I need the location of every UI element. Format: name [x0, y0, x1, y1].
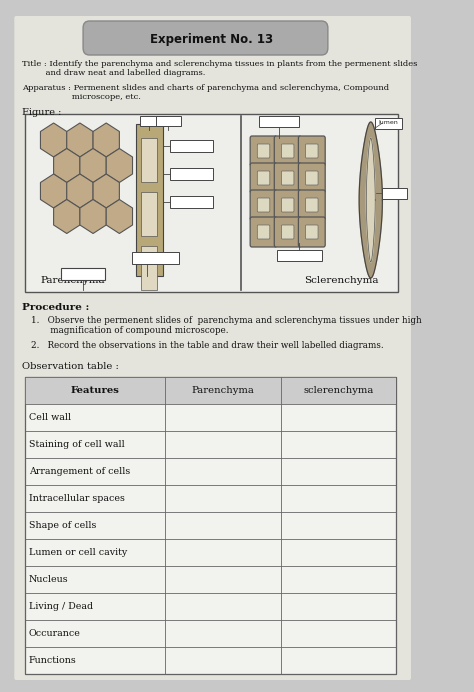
Text: Apparatus : Permenent slides and charts of parenchyma and sclerenchyma, Compound: Apparatus : Permenent slides and charts … — [22, 84, 390, 101]
FancyBboxPatch shape — [282, 225, 294, 239]
FancyBboxPatch shape — [306, 225, 318, 239]
FancyBboxPatch shape — [299, 163, 325, 193]
Bar — [132, 252, 179, 264]
Bar — [277, 250, 322, 261]
Polygon shape — [106, 149, 133, 183]
Polygon shape — [80, 199, 106, 233]
Bar — [25, 114, 399, 292]
Polygon shape — [93, 123, 119, 157]
Bar — [25, 377, 396, 404]
Bar — [140, 116, 165, 126]
FancyBboxPatch shape — [306, 198, 318, 212]
FancyBboxPatch shape — [299, 217, 325, 247]
Text: Sclerenchyma: Sclerenchyma — [304, 276, 378, 285]
Polygon shape — [40, 174, 67, 208]
FancyBboxPatch shape — [299, 190, 325, 220]
FancyBboxPatch shape — [250, 190, 277, 220]
Bar — [141, 246, 157, 290]
Bar — [156, 116, 182, 126]
FancyBboxPatch shape — [83, 21, 328, 55]
FancyBboxPatch shape — [274, 217, 301, 247]
FancyBboxPatch shape — [274, 136, 301, 166]
FancyBboxPatch shape — [250, 163, 277, 193]
Text: Experiment No. 13: Experiment No. 13 — [150, 33, 273, 46]
Polygon shape — [67, 123, 93, 157]
Text: Shape of cells: Shape of cells — [28, 521, 96, 530]
Text: sclerenchyma: sclerenchyma — [303, 386, 374, 395]
Text: Cell wall: Cell wall — [28, 413, 71, 422]
Text: Living / Dead: Living / Dead — [28, 602, 93, 611]
FancyBboxPatch shape — [257, 225, 270, 239]
Polygon shape — [67, 174, 93, 208]
FancyBboxPatch shape — [274, 190, 301, 220]
Text: Observation table :: Observation table : — [22, 362, 119, 371]
Text: Procedure :: Procedure : — [22, 303, 90, 312]
FancyBboxPatch shape — [257, 198, 270, 212]
FancyBboxPatch shape — [250, 136, 277, 166]
Polygon shape — [93, 174, 119, 208]
Text: Parenchyma: Parenchyma — [40, 276, 105, 285]
Text: Lumen or cell cavity: Lumen or cell cavity — [28, 548, 127, 557]
Polygon shape — [366, 138, 375, 262]
Bar — [259, 116, 299, 127]
FancyBboxPatch shape — [282, 171, 294, 185]
FancyBboxPatch shape — [299, 136, 325, 166]
FancyBboxPatch shape — [257, 171, 270, 185]
Text: Nucleus: Nucleus — [28, 575, 68, 584]
Polygon shape — [54, 149, 80, 183]
FancyBboxPatch shape — [257, 144, 270, 158]
Polygon shape — [54, 199, 80, 233]
Polygon shape — [80, 149, 106, 183]
Polygon shape — [359, 122, 383, 278]
Text: Figure :: Figure : — [22, 108, 62, 117]
FancyBboxPatch shape — [282, 144, 294, 158]
Text: Title : Identify the parenchyma and sclerenchyma tissues in plants from the perm: Title : Identify the parenchyma and scle… — [22, 60, 418, 78]
Bar — [25, 377, 396, 674]
Bar — [383, 188, 407, 199]
FancyBboxPatch shape — [306, 144, 318, 158]
FancyBboxPatch shape — [250, 217, 277, 247]
Bar — [170, 168, 213, 180]
FancyBboxPatch shape — [306, 171, 318, 185]
FancyBboxPatch shape — [274, 163, 301, 193]
Bar — [141, 138, 157, 182]
Polygon shape — [106, 199, 133, 233]
Bar — [61, 268, 105, 280]
Text: Features: Features — [71, 386, 119, 395]
Text: lumen: lumen — [379, 120, 399, 125]
Text: Intracellular spaces: Intracellular spaces — [28, 494, 125, 503]
Text: Staining of cell wall: Staining of cell wall — [28, 440, 124, 449]
Bar — [141, 192, 157, 236]
Bar — [375, 118, 402, 129]
FancyBboxPatch shape — [14, 16, 411, 680]
Bar — [170, 140, 213, 152]
Text: Arrangement of cells: Arrangement of cells — [28, 467, 130, 476]
Text: Occurance: Occurance — [28, 629, 81, 638]
FancyBboxPatch shape — [282, 198, 294, 212]
Text: Functions: Functions — [28, 656, 76, 665]
Text: 2.   Record the observations in the table and draw their well labelled diagrams.: 2. Record the observations in the table … — [31, 341, 384, 350]
Bar — [136, 124, 163, 276]
Text: 1.   Observe the permenent slides of  parenchyma and sclerenchyma tissues under : 1. Observe the permenent slides of paren… — [31, 316, 422, 336]
Bar — [170, 196, 213, 208]
Text: Parenchyma: Parenchyma — [192, 386, 255, 395]
Polygon shape — [40, 123, 67, 157]
